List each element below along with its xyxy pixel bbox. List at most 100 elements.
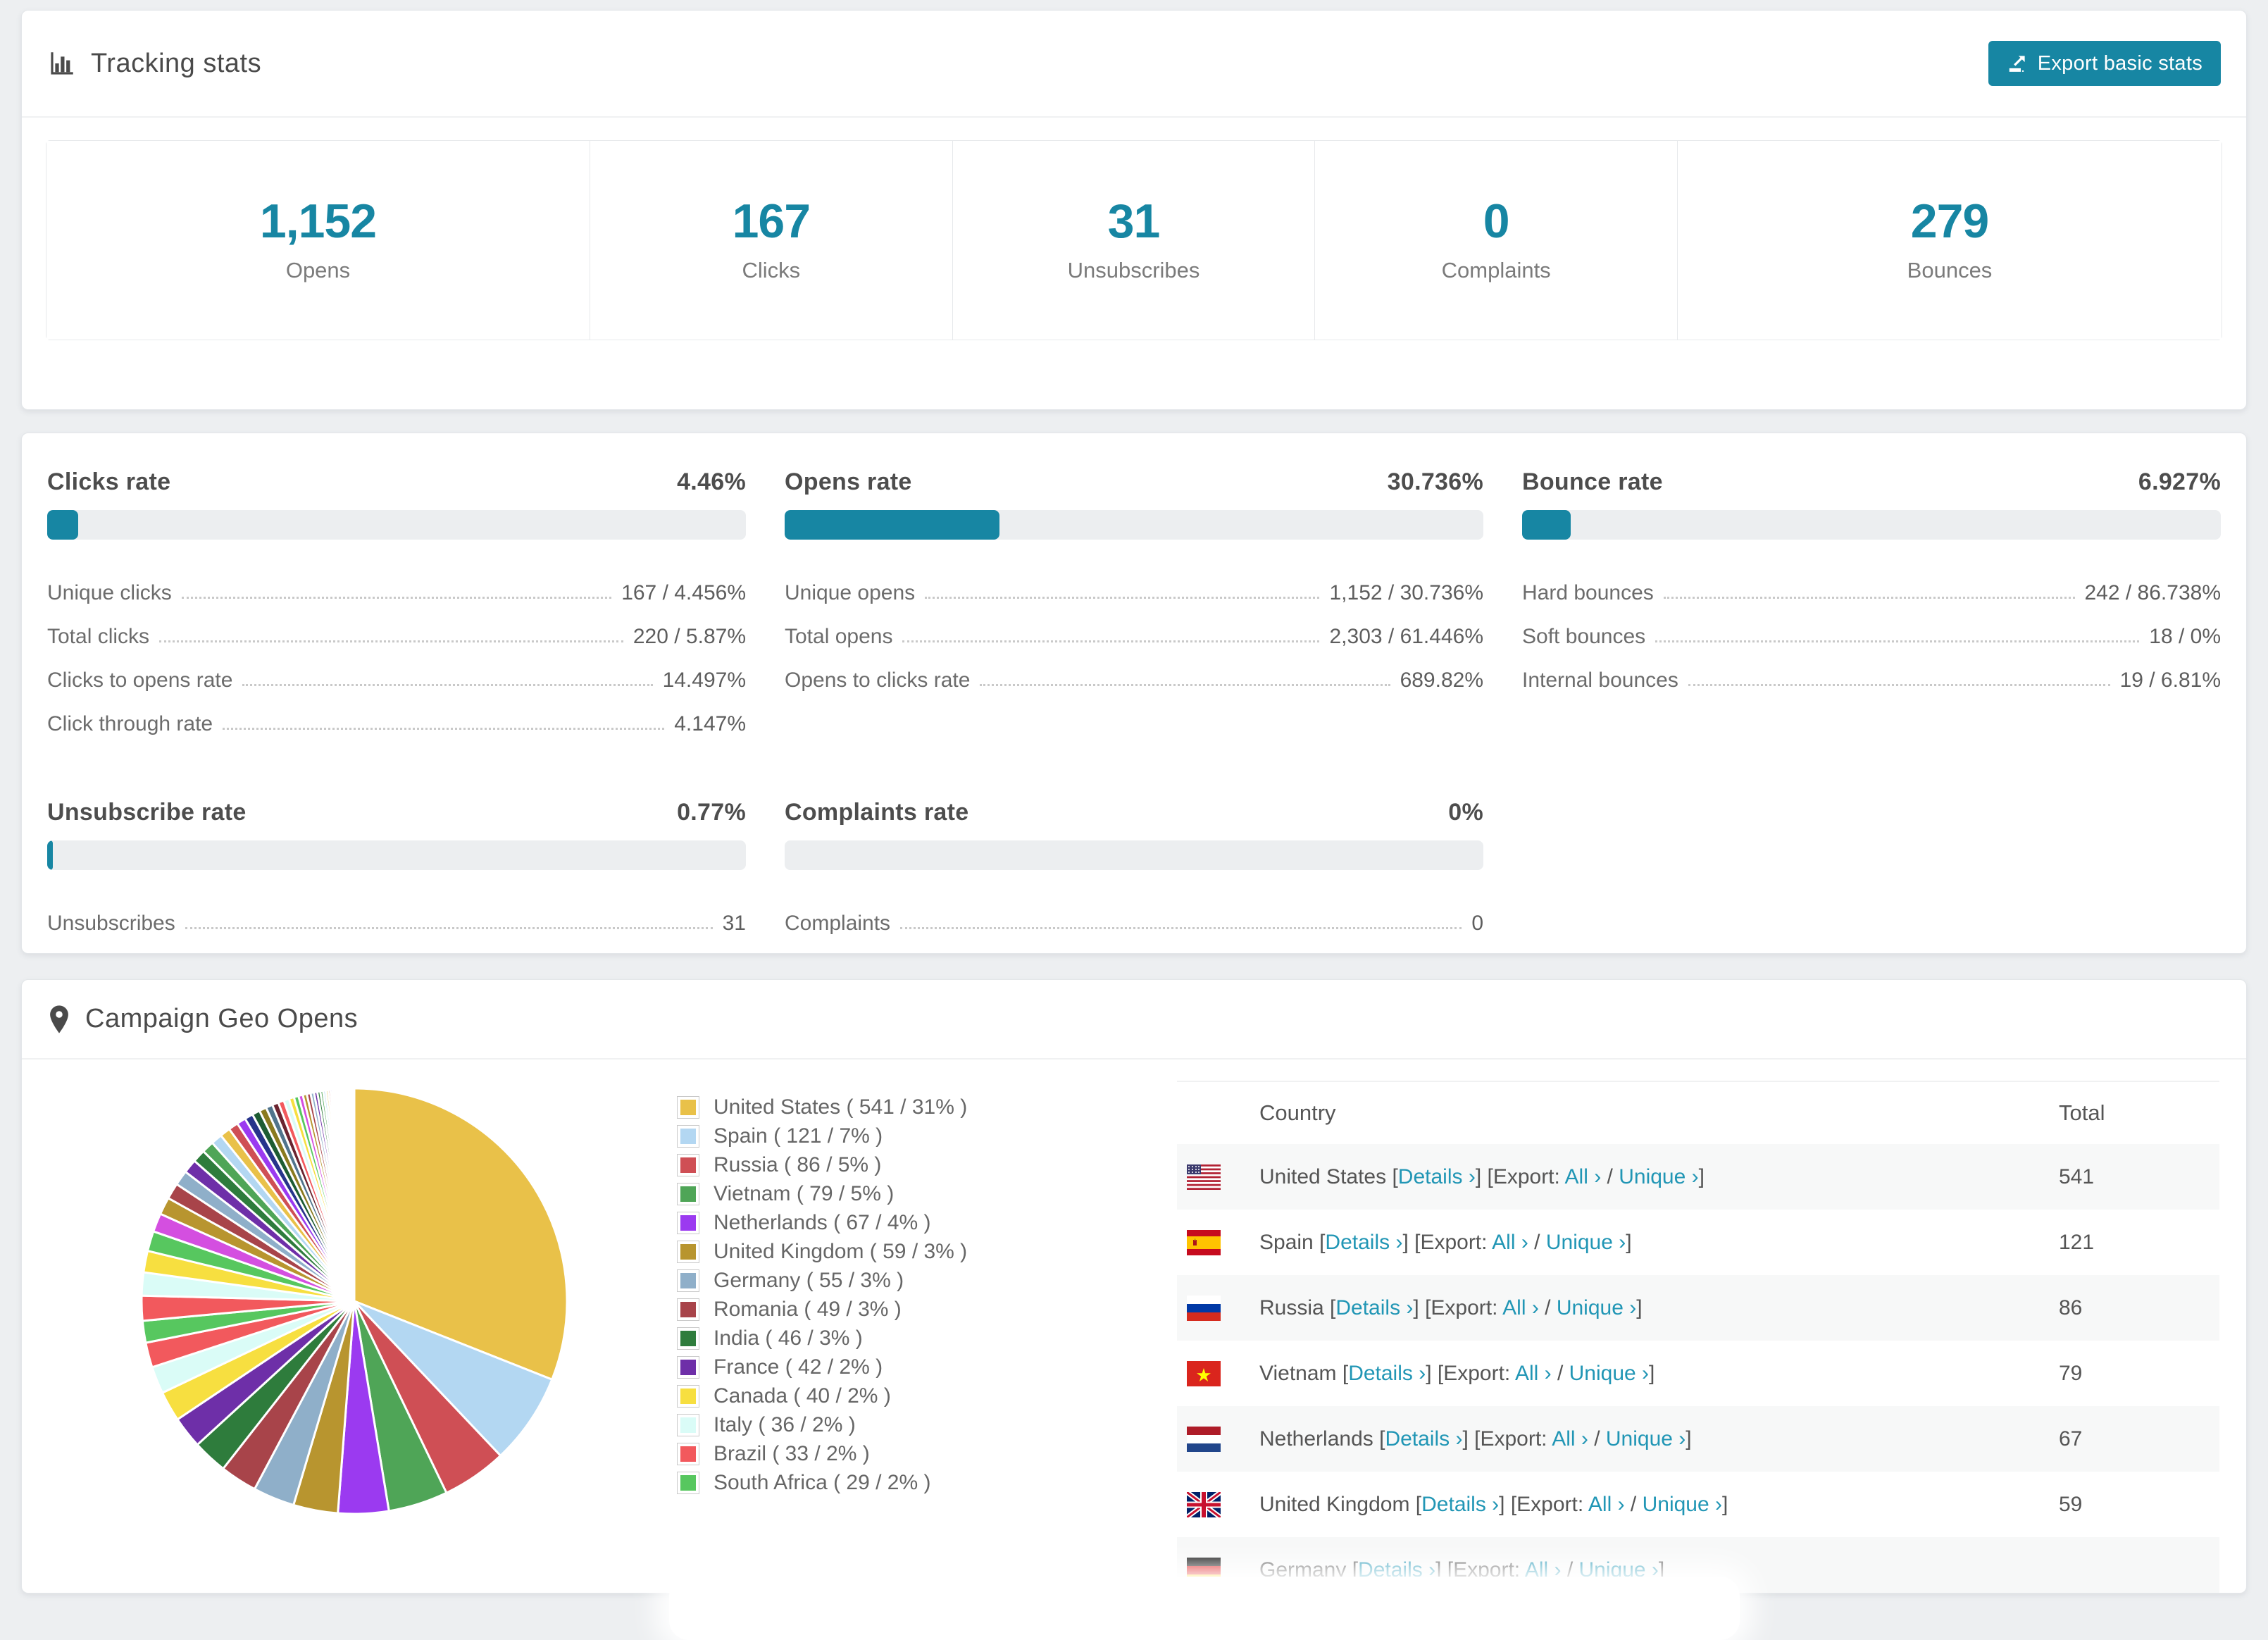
tracking-stats-header: Tracking stats Export basic stats — [22, 11, 2246, 116]
map-pin-icon — [47, 1005, 71, 1034]
geo-section-title: Campaign Geo Opens — [85, 1004, 359, 1033]
legend-item-gb[interactable]: United Kingdom ( 59 / 3% ) — [677, 1237, 1177, 1266]
legend-item-it[interactable]: Italy ( 36 / 2% ) — [677, 1410, 1177, 1439]
rate-panel-unsubscribe-rate: Unsubscribe rate 0.77% Unsubscribes 31 — [47, 799, 746, 945]
rate-row-label: Total clicks — [47, 625, 150, 648]
rate-rows: Hard bounces 242 / 86.738% Soft bounces 18 … — [1522, 571, 2221, 702]
legend-swatch — [677, 1269, 699, 1292]
export-all-link[interactable]: All › — [1502, 1296, 1539, 1319]
country-name: Spain — [1259, 1230, 1314, 1254]
details-link[interactable]: Details › — [1421, 1492, 1500, 1516]
rate-row-label: Unsubscribes — [47, 912, 175, 935]
export-all-link[interactable]: All › — [1564, 1164, 1602, 1188]
progress-bar — [1522, 510, 2221, 540]
rate-title: Opens rate — [785, 468, 912, 495]
rate-row-value: 19 / 6.81% — [2119, 669, 2221, 692]
flag-us-icon — [1187, 1164, 1221, 1190]
legend-item-ru[interactable]: Russia ( 86 / 5% ) — [677, 1150, 1177, 1179]
details-link[interactable]: Details › — [1397, 1164, 1476, 1188]
floating-panel — [669, 1577, 1740, 1640]
legend-item-vn[interactable]: Vietnam ( 79 / 5% ) — [677, 1179, 1177, 1208]
legend-item-es[interactable]: Spain ( 121 / 7% ) — [677, 1122, 1177, 1150]
export-all-link[interactable]: All › — [1514, 1361, 1552, 1385]
legend-item-us[interactable]: United States ( 541 / 31% ) — [677, 1093, 1177, 1122]
legend-item-nl[interactable]: Netherlands ( 67 / 4% ) — [677, 1208, 1177, 1237]
export-unique-link[interactable]: Unique › — [1619, 1164, 1699, 1188]
legend-swatch — [677, 1413, 699, 1436]
progress-bar — [785, 510, 1483, 540]
rate-panel-bounce-rate: Bounce rate 6.927% Hard bounces 242 / 86.73… — [1522, 468, 2221, 746]
dotted-leader — [1663, 597, 2075, 599]
details-link[interactable]: Details › — [1335, 1296, 1414, 1319]
flag-es-icon — [1187, 1229, 1221, 1255]
export-icon — [2007, 53, 2028, 74]
stat-value: 1,152 — [259, 194, 377, 248]
country-cell: United Kingdom [Details ›] [Export: All … — [1177, 1491, 2059, 1517]
pie-slice[interactable] — [353, 1087, 568, 1381]
stat-value: 31 — [1107, 194, 1161, 248]
country-row-text: United Kingdom [Details ›] [Export: All … — [1259, 1492, 1728, 1516]
dotted-leader — [900, 927, 1462, 929]
rate-row-value: 242 / 86.738% — [2084, 581, 2222, 604]
rate-row-label: Click through rate — [47, 712, 213, 735]
export-basic-stats-button[interactable]: Export basic stats — [1988, 41, 2221, 86]
export-unique-link[interactable]: Unique › — [1642, 1492, 1722, 1516]
rate-row: Unsubscribes 31 — [47, 902, 746, 945]
progress-bar-fill — [785, 510, 999, 540]
export-all-link[interactable]: All › — [1588, 1492, 1625, 1516]
rate-title-row: Unsubscribe rate 0.77% — [47, 799, 746, 826]
rate-row-value: 14.497% — [662, 669, 746, 692]
rate-value: 6.927% — [2138, 468, 2221, 495]
progress-bar — [785, 840, 1483, 870]
tracking-stats-title-row: Tracking stats — [47, 49, 261, 79]
rate-row: Unique opens 1,152 / 30.736% — [785, 571, 1483, 615]
export-all-link[interactable]: All › — [1552, 1427, 1588, 1450]
legend-item-in[interactable]: India ( 46 / 3% ) — [677, 1324, 1177, 1353]
legend-item-za[interactable]: South Africa ( 29 / 2% ) — [677, 1468, 1177, 1497]
stat-label: Opens — [285, 258, 351, 282]
rate-row: Opens to clicks rate 689.82% — [785, 659, 1483, 702]
details-link[interactable]: Details › — [1385, 1427, 1463, 1450]
export-unique-link[interactable]: Unique › — [1545, 1230, 1626, 1254]
country-name: United States — [1259, 1164, 1387, 1188]
country-row-text: Vietnam [Details ›] [Export: All › / Uni… — [1259, 1361, 1655, 1385]
legend-label: Russia ( 86 / 5% ) — [714, 1153, 882, 1176]
details-link[interactable]: Details › — [1325, 1230, 1403, 1254]
pie-slice[interactable] — [353, 1300, 554, 1458]
country-name: Netherlands — [1259, 1427, 1373, 1450]
dotted-leader — [902, 640, 1320, 642]
rate-title-row: Clicks rate 4.46% — [47, 468, 746, 496]
details-link[interactable]: Details › — [1348, 1361, 1426, 1385]
total-cell: 59 — [2059, 1492, 2083, 1516]
stat-box-opens: 1,152 Opens — [46, 141, 590, 340]
rate-panel-clicks-rate: Clicks rate 4.46% Unique clicks 167 / 4.456… — [47, 468, 746, 746]
country-name: United Kingdom — [1259, 1492, 1410, 1516]
table-row-us: United States [Details ›] [Export: All ›… — [1177, 1144, 2219, 1210]
country-column-header: Country — [1177, 1081, 2059, 1144]
export-unique-link[interactable]: Unique › — [1605, 1427, 1686, 1450]
legend-label: Italy ( 36 / 2% ) — [714, 1412, 856, 1436]
pie-chart-svg[interactable] — [139, 1086, 570, 1517]
legend-item-ro[interactable]: Romania ( 49 / 3% ) — [677, 1295, 1177, 1324]
legend-item-ca[interactable]: Canada ( 40 / 2% ) — [677, 1381, 1177, 1410]
country-cell: Spain [Details ›] [Export: All › / Uniqu… — [1177, 1229, 2059, 1255]
rate-title: Complaints rate — [785, 799, 969, 826]
geo-opens-table: Country Total United States [Details ›] … — [1177, 1081, 2219, 1593]
legend-item-br[interactable]: Brazil ( 33 / 2% ) — [677, 1439, 1177, 1468]
rate-row-label: Total opens — [785, 625, 893, 648]
export-unique-link[interactable]: Unique › — [1556, 1296, 1637, 1319]
country-cell: Netherlands [Details ›] [Export: All › /… — [1177, 1426, 2059, 1452]
total-cell — [2059, 1537, 2219, 1593]
rate-row: Total clicks 220 / 5.87% — [47, 615, 746, 659]
export-all-link[interactable]: All › — [1492, 1230, 1528, 1254]
legend-item-de[interactable]: Germany ( 55 / 3% ) — [677, 1266, 1177, 1295]
rate-row-value: 1,152 / 30.736% — [1329, 581, 1483, 604]
export-unique-link[interactable]: Unique › — [1569, 1361, 1650, 1385]
flag-nl-icon — [1187, 1426, 1221, 1452]
tracking-stats-card: Tracking stats Export basic stats 1,152 O… — [21, 10, 2247, 410]
stat-box-unsubscribes: 31 Unsubscribes — [952, 141, 1316, 340]
rate-row-value: 689.82% — [1400, 669, 1483, 692]
legend-item-fr[interactable]: France ( 42 / 2% ) — [677, 1353, 1177, 1381]
legend-label: Germany ( 55 / 3% ) — [714, 1268, 904, 1292]
rate-title: Clicks rate — [47, 468, 171, 495]
